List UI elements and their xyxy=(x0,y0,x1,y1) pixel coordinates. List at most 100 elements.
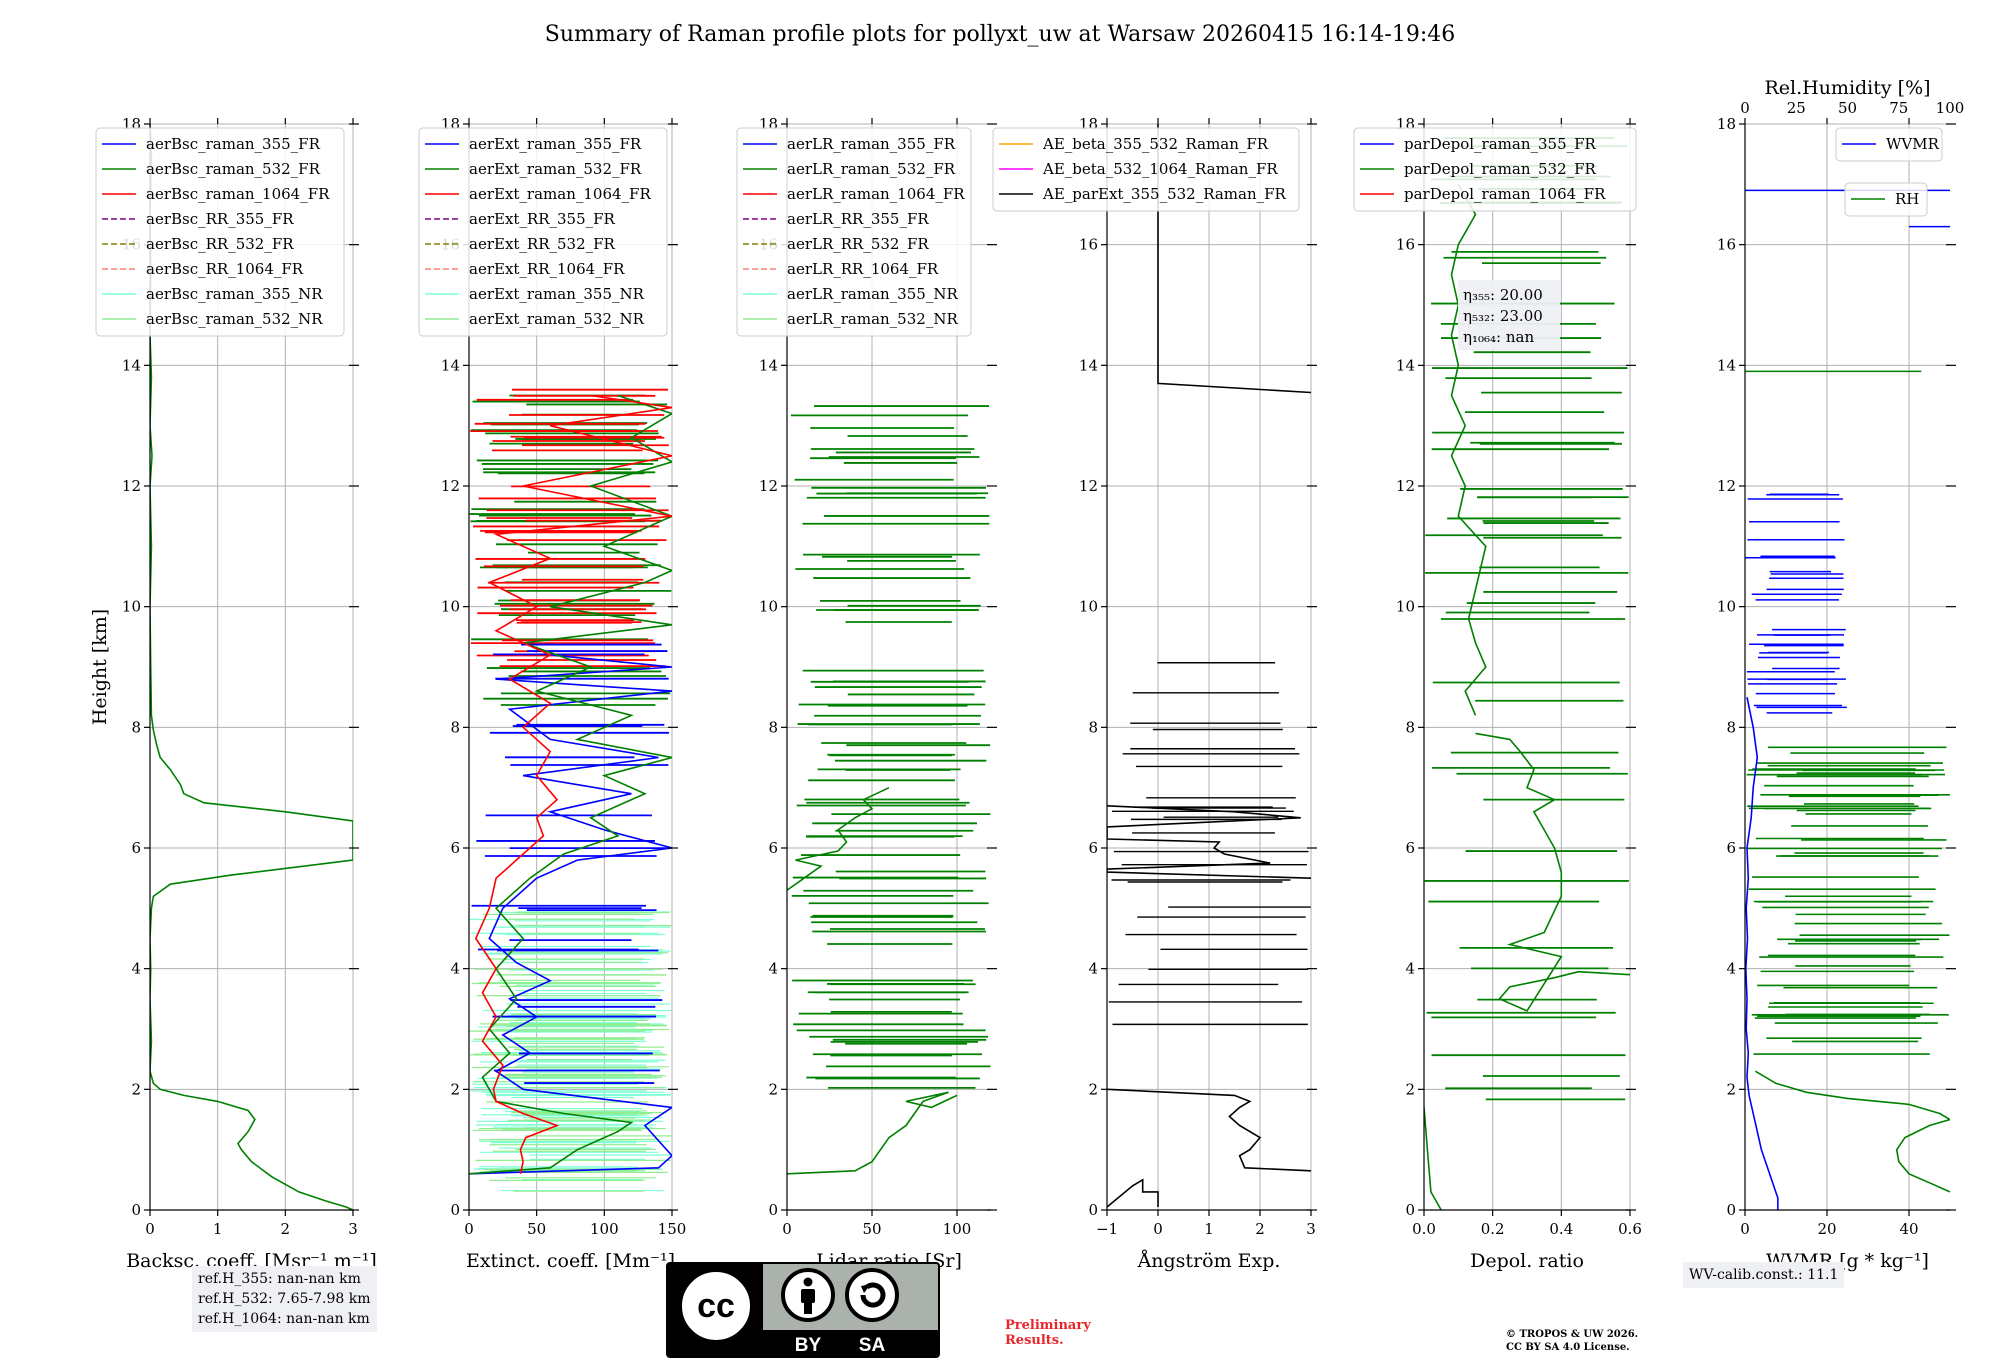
x-tick-label: 0 xyxy=(464,1220,474,1238)
top-x-tick-label: 50 xyxy=(1838,99,1857,117)
x-tick-label: 0 xyxy=(1740,1220,1750,1238)
x-tick-label: 50 xyxy=(862,1220,881,1238)
y-tick-label: 6 xyxy=(1088,839,1098,857)
y-tick-label: 12 xyxy=(1717,477,1736,495)
series-line-pardepol-raman-532-fr-c xyxy=(1450,183,1487,716)
y-tick-label: 10 xyxy=(122,598,141,616)
preliminary-results-note: Preliminary Results. xyxy=(1005,1318,1091,1348)
ref-h-355: ref.H_355: nan-nan km xyxy=(198,1271,361,1287)
y-tick-label: 8 xyxy=(1726,718,1736,736)
legend-entry: aerLR_RR_355_FR xyxy=(787,210,929,228)
y-tick-label: 2 xyxy=(1726,1080,1736,1098)
legend-entry: aerBsc_raman_1064_FR xyxy=(146,185,330,203)
series-group xyxy=(469,388,672,1192)
y-tick-label: 2 xyxy=(131,1080,141,1098)
share-alike-icon xyxy=(845,1268,899,1322)
legend-entry: aerBsc_raman_532_NR xyxy=(146,310,323,328)
ref-h-532: ref.H_532: 7.65-7.98 km xyxy=(198,1291,371,1307)
y-tick-label: 0 xyxy=(768,1201,778,1219)
cc-logo-text: cc xyxy=(697,1287,735,1325)
series-line-wvmr xyxy=(1745,697,1779,1210)
legend: AE_beta_355_532_Raman_FR AE_beta_532_1064… xyxy=(992,127,1300,212)
y-tick-label: 8 xyxy=(450,718,460,736)
axes-frame xyxy=(1745,124,1950,1210)
legend-entry: aerExt_raman_532_NR xyxy=(469,310,645,328)
legend-entry: aerLR_raman_532_FR xyxy=(787,160,956,178)
legend-entry: aerExt_RR_355_FR xyxy=(469,210,616,228)
y-tick-label: 6 xyxy=(768,839,778,857)
y-tick-label: 0 xyxy=(1726,1201,1736,1219)
series-group xyxy=(1745,189,1950,1210)
panel-ext: 024681012141618050100150Extinct. coeff. … xyxy=(418,115,687,1272)
top-x-axis-label: Rel.Humidity [%] xyxy=(1764,77,1930,99)
y-tick-label: 4 xyxy=(131,960,141,978)
top-x-tick-label: 100 xyxy=(1936,99,1965,117)
legend-box xyxy=(1353,127,1637,212)
legend-box xyxy=(418,127,668,337)
y-tick-label: 4 xyxy=(768,960,778,978)
y-tick-label: 10 xyxy=(1079,598,1098,616)
panel-lr: 024681012141618050100Lidar ratio [Sr]aer… xyxy=(736,115,997,1272)
preliminary-line-2: Results. xyxy=(1005,1333,1064,1348)
legend-entry: aerLR_RR_532_FR xyxy=(787,235,929,253)
eta-box xyxy=(1458,280,1560,350)
eta-value: η₁₀₆₄: nan xyxy=(1463,328,1534,346)
by-label: BY xyxy=(795,1335,822,1356)
preliminary-line-1: Preliminary xyxy=(1005,1318,1091,1333)
y-tick-label: 6 xyxy=(131,839,141,857)
legend-entry: parDepol_raman_355_FR xyxy=(1404,135,1597,153)
top-x-tick-label: 0 xyxy=(1740,99,1750,117)
series-line-pardepol-raman-532-fr xyxy=(1424,1107,1442,1210)
y-tick-label: 12 xyxy=(1396,477,1415,495)
legend-entry: aerLR_raman_1064_FR xyxy=(787,185,965,203)
y-tick-label: 8 xyxy=(768,718,778,736)
ref-h-1064: ref.H_1064: nan-nan km xyxy=(198,1311,370,1327)
legend-entry: parDepol_raman_532_FR xyxy=(1404,160,1597,178)
y-tick-label: 14 xyxy=(1079,356,1098,374)
figure-title: Summary of Raman profile plots for polly… xyxy=(544,22,1456,47)
series-line-rh xyxy=(1754,1070,1950,1193)
series-line-ae-parext-355-532-raman-fr-c xyxy=(1107,805,1311,879)
x-tick-label: 0 xyxy=(782,1220,792,1238)
series-line-aerext-raman-355-fr xyxy=(469,654,672,1175)
wv-calib-box: WV-calib.const.: 11.1 xyxy=(1683,1262,1845,1288)
legend-entry: WVMR xyxy=(1886,135,1940,153)
y-tick-label: 10 xyxy=(759,598,778,616)
legend-entry: aerBsc_raman_532_FR xyxy=(146,160,321,178)
x-tick-label: 150 xyxy=(658,1220,687,1238)
panel-bsc: 0246810121416180123Backsc. coeff. [Msr⁻¹… xyxy=(95,115,377,1272)
legend-rh: RH xyxy=(1844,182,1928,217)
y-tick-label: 14 xyxy=(1717,356,1736,374)
legend-entry: aerLR_raman_532_NR xyxy=(787,310,958,328)
eta-annotation: η₃₅₅: 20.00 η₅₃₂: 23.00 η₁₀₆₄: nan xyxy=(1458,280,1560,350)
reference-height-box: ref.H_355: nan-nan km ref.H_532: 7.65-7.… xyxy=(192,1266,377,1332)
x-tick-label: 3 xyxy=(1306,1220,1316,1238)
x-tick-label: 3 xyxy=(348,1220,358,1238)
legend-entry: aerExt_RR_532_FR xyxy=(469,235,616,253)
x-axis-label: Ångström Exp. xyxy=(1137,1250,1281,1272)
y-tick-label: 8 xyxy=(1088,718,1098,736)
y-tick-label: 4 xyxy=(1726,960,1736,978)
y-tick-label: 2 xyxy=(450,1080,460,1098)
series-group xyxy=(787,405,991,1175)
legend: aerBsc_raman_355_FR aerBsc_raman_532_FRae… xyxy=(95,127,345,337)
x-tick-label: 50 xyxy=(527,1220,546,1238)
legend-entry: aerExt_raman_355_NR xyxy=(469,285,645,303)
legend-entry: aerLR_raman_355_FR xyxy=(787,135,956,153)
attribution-icon xyxy=(781,1268,835,1322)
x-axis-label: Extinct. coeff. [Mm⁻¹] xyxy=(466,1250,675,1272)
y-tick-label: 2 xyxy=(1405,1080,1415,1098)
top-x-tick-label: 25 xyxy=(1787,99,1806,117)
y-tick-label: 4 xyxy=(450,960,460,978)
eta-value: η₃₅₅: 20.00 xyxy=(1463,286,1543,304)
y-tick-label: 2 xyxy=(1088,1080,1098,1098)
x-tick-label: 100 xyxy=(943,1220,972,1238)
x-tick-label: −1 xyxy=(1096,1220,1118,1238)
y-axis-label: Height [km] xyxy=(89,609,111,725)
y-tick-label: 6 xyxy=(1726,839,1736,857)
legend-box xyxy=(1844,182,1928,217)
y-tick-label: 0 xyxy=(450,1201,460,1219)
y-tick-label: 14 xyxy=(441,356,460,374)
